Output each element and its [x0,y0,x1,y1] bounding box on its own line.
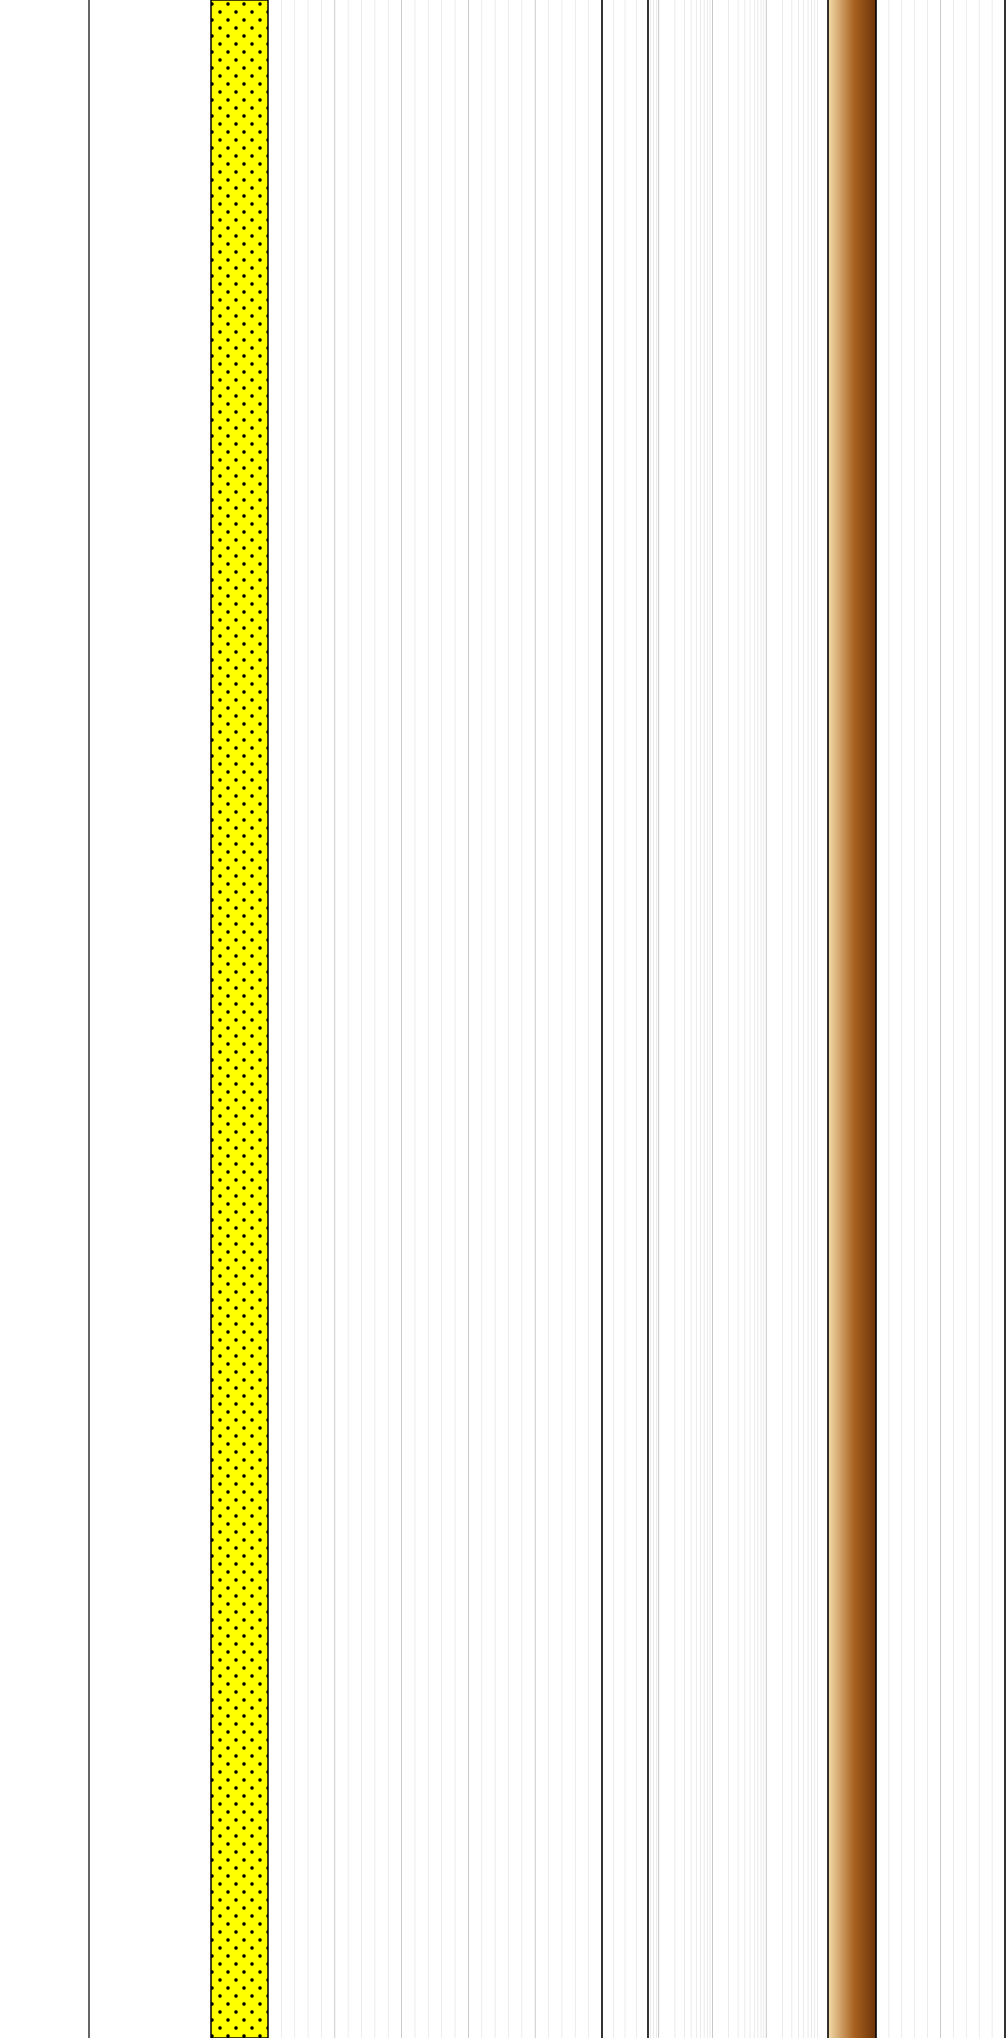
sand-pattern [210,0,269,2038]
gradient-column [828,0,876,2038]
track-layer [88,0,1006,2038]
grid-layer [281,0,993,2038]
